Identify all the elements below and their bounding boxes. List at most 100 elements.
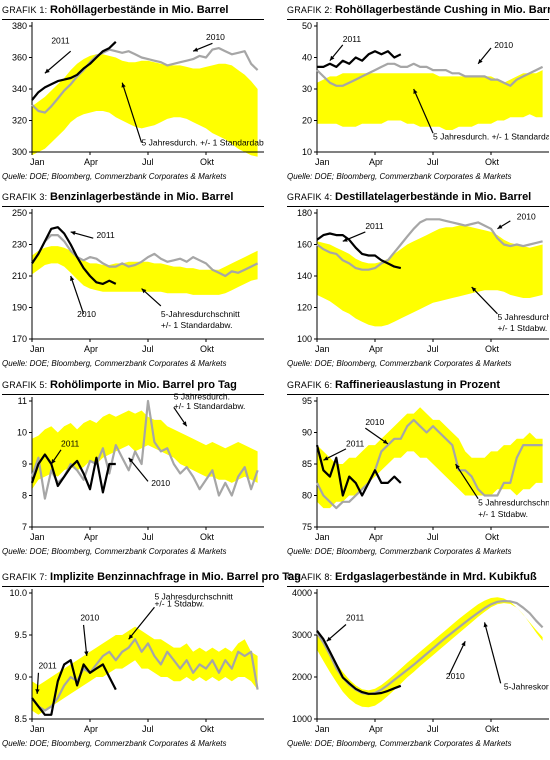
y-tick-label: 340 — [12, 84, 27, 94]
annotation-label: 2010 — [517, 211, 536, 221]
annotation-arrow — [364, 427, 389, 445]
x-tick-label: Okt — [485, 344, 500, 354]
chart-number-label: GRAFIK 6: — [287, 380, 336, 390]
x-tick-label: Jan — [315, 724, 330, 734]
y-tick-label: 30 — [302, 84, 312, 94]
title-rule — [287, 586, 549, 587]
chart-title: GRAFIK 2: Rohöllagerbestände Cushing in … — [287, 4, 550, 17]
y-tick-label: 360 — [12, 53, 27, 63]
annotation-arrow — [128, 457, 149, 482]
chart-svg: 1000 2000 3000 4000 Jan Apr Jul Okt 2011 2010 5-Ja… — [292, 588, 549, 734]
annotation-label: +/- 1 Stdabw. — [478, 509, 528, 519]
y-tick-label: 320 — [12, 116, 27, 126]
x-tick-label: Jul — [427, 724, 439, 734]
y-tick-label: 7 — [22, 522, 27, 532]
annotation-label: 2010 — [151, 478, 170, 488]
annotation-label: 2011 — [51, 35, 70, 45]
chart-title-text: Erdgaslagerbestände in Mrd. Kubikfuß — [335, 571, 537, 583]
x-tick-label: Okt — [485, 724, 500, 734]
chart-number-label: GRAFIK 4: — [287, 192, 336, 202]
annotation-label: +/- 1 Stdabw. — [497, 323, 547, 333]
annotation-label: 5 Jahresdurchschnitt — [154, 592, 233, 602]
x-tick-label: Jul — [427, 157, 439, 167]
annotation-label: 5 Jahresdurchschnitt — [497, 312, 549, 322]
title-rule — [2, 206, 264, 207]
annotation-label: 2011 — [38, 661, 57, 671]
x-tick-label: Jul — [427, 532, 439, 542]
y-tick-label: 250 — [12, 208, 27, 218]
series-2010-line — [316, 62, 544, 87]
band-area — [317, 407, 543, 509]
y-tick-label: 20 — [302, 116, 312, 126]
y-tick-label: 140 — [297, 271, 312, 281]
x-tick-label: Jan — [30, 344, 45, 354]
annotation-arrowhead — [193, 47, 199, 52]
annotation-arrow — [413, 88, 434, 134]
annotation-arrow — [121, 82, 143, 143]
y-tick-label: 10.0 — [9, 588, 27, 598]
annotation-arrowhead — [382, 439, 388, 444]
y-tick-label: 10 — [17, 428, 27, 438]
chart-title: GRAFIK 1: Rohöllagerbestände in Mio. Bar… — [2, 4, 229, 17]
y-tick-label: 1000 — [292, 714, 312, 724]
chart-title: GRAFIK 6: Raffinerieauslastung in Prozen… — [287, 379, 500, 392]
y-tick-label: 300 — [12, 147, 27, 157]
annotation-arrowhead — [70, 276, 75, 281]
chart-source: Quelle: DOE; Bloomberg, Commerzbank Corp… — [2, 739, 227, 748]
x-tick-label: Apr — [84, 532, 98, 542]
annotation-label: 5-Jahreskorridor — [504, 682, 549, 692]
y-tick-label: 100 — [297, 334, 312, 344]
x-tick-label: Jan — [315, 344, 330, 354]
y-tick-label: 3000 — [292, 630, 312, 640]
annotation-arrowhead — [84, 651, 89, 656]
chart-panel-5: GRAFIK 5: Rohölimporte in Mio. Barrel pr… — [2, 379, 264, 561]
annotation-arrow — [455, 463, 479, 499]
column-separator — [275, 0, 276, 760]
x-tick-label: Okt — [200, 724, 215, 734]
annotation-label: 5 Jahresdurch. — [174, 391, 230, 401]
chart-panel-3: GRAFIK 3: Benzinlagerbestände in Mio. Ba… — [2, 191, 264, 373]
annotation-arrowhead — [323, 456, 329, 461]
chart-title: GRAFIK 4: Destillatelagerbestände in Mio… — [287, 191, 531, 204]
y-tick-label: 80 — [302, 491, 312, 501]
x-tick-label: Okt — [200, 344, 215, 354]
band-area — [317, 70, 543, 130]
chart-panel-1: GRAFIK 1: Rohöllagerbestände in Mio. Bar… — [2, 4, 264, 186]
y-tick-label: 85 — [302, 459, 312, 469]
series-2010-line — [31, 638, 259, 712]
y-tick-label: 10 — [302, 147, 312, 157]
chart-svg: 7 8 9 10 11 Jan Apr Jul Okt 2011 2010 5 Jahresdurch… — [17, 391, 264, 542]
annotation-arrow — [128, 606, 155, 640]
x-tick-label: Jan — [315, 532, 330, 542]
chart-panel-6: GRAFIK 6: Raffinerieauslastung in Prozen… — [287, 379, 549, 561]
series-2011-line — [31, 226, 117, 285]
chart-title-text: Rohöllagerbestände in Mio. Barrel — [50, 4, 229, 16]
annotation-arrowhead — [483, 622, 488, 628]
title-rule — [287, 394, 549, 395]
y-tick-label: 9.5 — [14, 630, 27, 640]
title-rule — [2, 586, 264, 587]
annotation-label: 2011 — [343, 34, 362, 44]
x-tick-label: Jul — [142, 724, 154, 734]
chart-panel-2: GRAFIK 2: Rohöllagerbestände Cushing in … — [287, 4, 550, 186]
annotation-arrowhead — [497, 224, 503, 229]
series-2010-line — [31, 47, 259, 114]
annotation-label: 2010 — [365, 417, 384, 427]
x-tick-label: Apr — [369, 724, 383, 734]
x-tick-label: Jan — [30, 157, 45, 167]
x-tick-label: Jan — [315, 157, 330, 167]
y-tick-label: 180 — [297, 208, 312, 218]
annotation-label: 2010 — [494, 40, 513, 50]
chart-title-text: Rohölimporte in Mio. Barrel pro Tag — [50, 379, 237, 391]
series-2011-line — [30, 453, 116, 494]
y-tick-label: 2000 — [292, 672, 312, 682]
annotation-label: +/- 1 Standardabw. — [174, 401, 246, 411]
x-tick-label: Okt — [200, 532, 215, 542]
series-2010-line — [30, 399, 259, 500]
y-tick-label: 11 — [18, 396, 27, 406]
x-tick-label: Apr — [369, 344, 383, 354]
annotation-arrowhead — [329, 55, 335, 61]
chart-number-label: GRAFIK 1: — [2, 5, 51, 15]
series-2011-line — [31, 41, 117, 101]
chart-number-label: GRAFIK 8: — [287, 572, 336, 582]
